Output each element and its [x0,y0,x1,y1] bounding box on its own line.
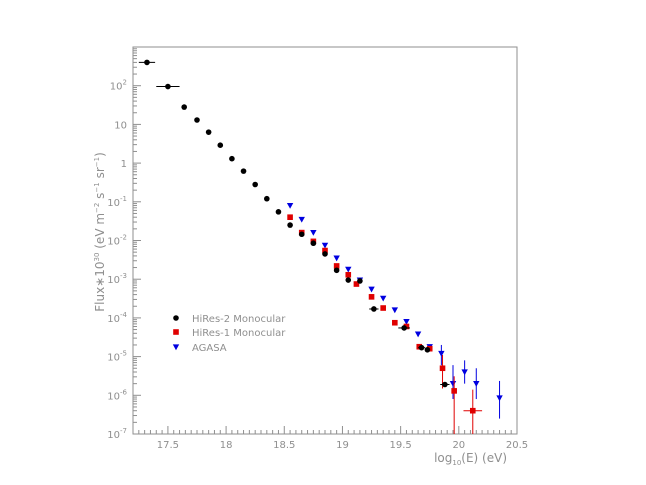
legend-label-hires-1-monocular: HiRes-1 Monocular [192,328,286,339]
hires-2-monocular-point [310,240,317,247]
hires-2-monocular-point [424,346,431,353]
y-tick-label: 10-7 [107,427,127,441]
hires-1-monocular-point [392,319,398,326]
legend-marker-hires-2-monocular [173,315,179,321]
hires-2-monocular-point [144,59,150,66]
hires-2-monocular-point [181,104,187,110]
agasa-point [333,255,340,262]
agasa-point [438,350,445,357]
x-axis-label: log10(E) (eV) [434,451,507,467]
agasa-point [321,242,329,249]
y-tick-label: 10-4 [107,311,127,325]
legend-label-hires-2-monocular: HiRes-2 Monocular [192,314,286,325]
agasa-point [473,381,480,387]
hires-2-monocular-point [401,325,407,331]
hires-2-monocular-point [205,129,212,135]
y-tick-label: 10-3 [107,272,127,286]
hires-2-monocular-point [217,142,224,149]
plot-frame [132,46,518,435]
x-tick-label: 20 [452,440,465,451]
y-tick-label: 10-2 [107,234,127,248]
hires-1-monocular-point [333,263,340,269]
hires-1-monocular-point [439,365,446,372]
legend: HiRes-2 Monocular HiRes-1 Monocular AGASA [172,314,286,354]
agasa-point [345,266,352,273]
agasa-point [391,307,399,314]
agasa-point [449,381,457,387]
hires-2-monocular-point [357,278,363,284]
y-tick-label: 10-6 [107,388,127,402]
y-tick-label: 102 [110,79,127,93]
x-tick-label: 19 [336,440,349,451]
hires-2-monocular-point [442,381,448,388]
x-tick-label: 20.5 [506,440,528,451]
hires-2-monocular-point [371,306,377,312]
legend-marker-hires-1-monocular [173,329,179,335]
y-tick-label: 10-1 [107,195,127,209]
hires-2-monocular-point [322,251,328,257]
hires-2-monocular-point [264,195,270,202]
hires-1-monocular-point [380,305,386,311]
x-tick-label: 18.5 [273,440,295,451]
legend-marker-agasa [172,344,180,351]
hires-1-monocular-point [322,247,328,254]
agasa-point [310,230,317,236]
hires-2-monocular-point [240,168,247,174]
hires-2-monocular-point [229,155,235,162]
agasa-point [286,202,294,209]
plot-frame-layer [132,46,518,435]
y-axis-label: Flux∗1030 (eV m−2 s−1 sr−1) [93,152,107,312]
agasa-point [379,295,387,302]
hires-1-monocular-point [451,388,457,394]
agasa-point [368,286,375,293]
y-tick-label: 10 [114,120,127,131]
hires-2-monocular-point [418,344,425,351]
hires-2-monocular-point [252,181,258,188]
hires-1-monocular-point [368,294,375,300]
hires-1-monocular-point [345,271,352,278]
hires-2-monocular-point [194,117,200,123]
x-tick-label: 18 [220,440,233,451]
hires-2-monocular-point [298,231,305,238]
hires-2-monocular-point [333,267,340,274]
y-tick-label: 1 [121,159,127,170]
agasa-point [496,395,503,402]
legend-label-agasa: AGASA [192,343,227,354]
y-tick-label: 10-5 [107,350,127,364]
tick-layer: 17.5 18 18.5 19 19.5 20 20.5 10-7 10-6 10-5 10-4 10… [107,46,528,451]
agasa-point [298,216,305,223]
hires-2-monocular-point [165,83,171,90]
hires-2-monocular-point [275,209,282,215]
hires-1-monocular-point [353,281,360,287]
hires-1-monocular-point [469,407,476,414]
x-tick-label: 19.5 [390,440,412,451]
hires-2-monocular-point [287,222,293,228]
agasa-point [414,331,422,338]
hires-2-monocular-point [345,277,352,283]
hires-1-monocular-point [287,214,293,221]
data-layer [138,59,503,434]
agasa-point [461,369,468,376]
x-tick-label: 17.5 [157,440,179,451]
agasa-point [403,319,410,325]
